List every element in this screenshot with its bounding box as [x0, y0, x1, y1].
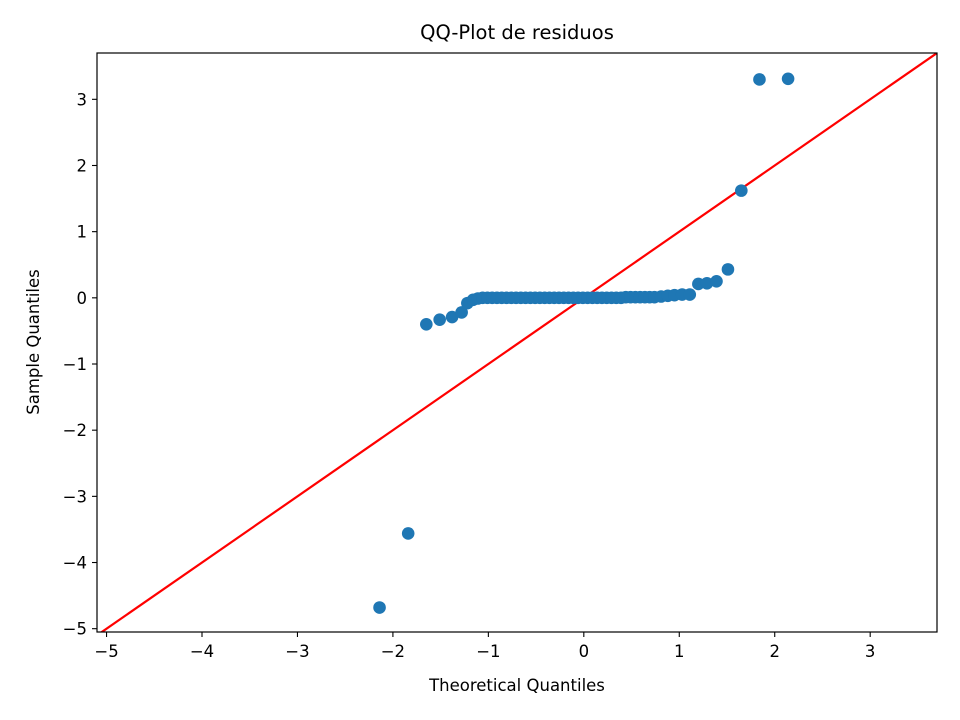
y-tick-label: −3: [63, 487, 87, 506]
data-point: [781, 72, 795, 86]
y-tick-label: −2: [63, 421, 87, 440]
data-point: [420, 318, 433, 331]
x-tick-label: −3: [285, 642, 309, 661]
y-axis-label: Sample Quantiles: [24, 269, 43, 415]
y-tick-label: 2: [77, 156, 88, 175]
data-point: [721, 263, 735, 276]
data-point: [710, 274, 723, 288]
x-tick-label: −4: [190, 642, 214, 661]
x-tick-label: 2: [769, 642, 780, 661]
y-tick-label: −1: [63, 355, 87, 374]
data-point: [401, 527, 415, 540]
x-tick-label: 3: [865, 642, 876, 661]
y-tick-label: 0: [77, 289, 88, 308]
data-point: [373, 601, 386, 614]
y-tick-label: −4: [63, 554, 87, 573]
data-point: [433, 313, 446, 326]
data-point: [445, 310, 459, 324]
y-tick-label: 3: [77, 90, 88, 109]
reference-line: [99, 53, 937, 632]
data-point: [735, 184, 748, 197]
x-tick-label: 1: [674, 642, 685, 661]
data-point: [683, 288, 697, 301]
x-tick-label: −1: [476, 642, 500, 661]
y-tick-label: 1: [77, 223, 88, 242]
data-point: [700, 276, 714, 290]
x-tick-label: −5: [94, 642, 118, 661]
data-point: [753, 73, 766, 86]
plot-frame: [96, 52, 938, 633]
x-axis-label: Theoretical Quantiles: [428, 676, 605, 695]
chart-title: QQ-Plot de residuos: [420, 21, 614, 44]
data-point: [455, 306, 468, 319]
x-tick-label: 0: [579, 642, 590, 661]
x-tick-label: −2: [381, 642, 405, 661]
y-tick-label: −5: [63, 620, 87, 639]
